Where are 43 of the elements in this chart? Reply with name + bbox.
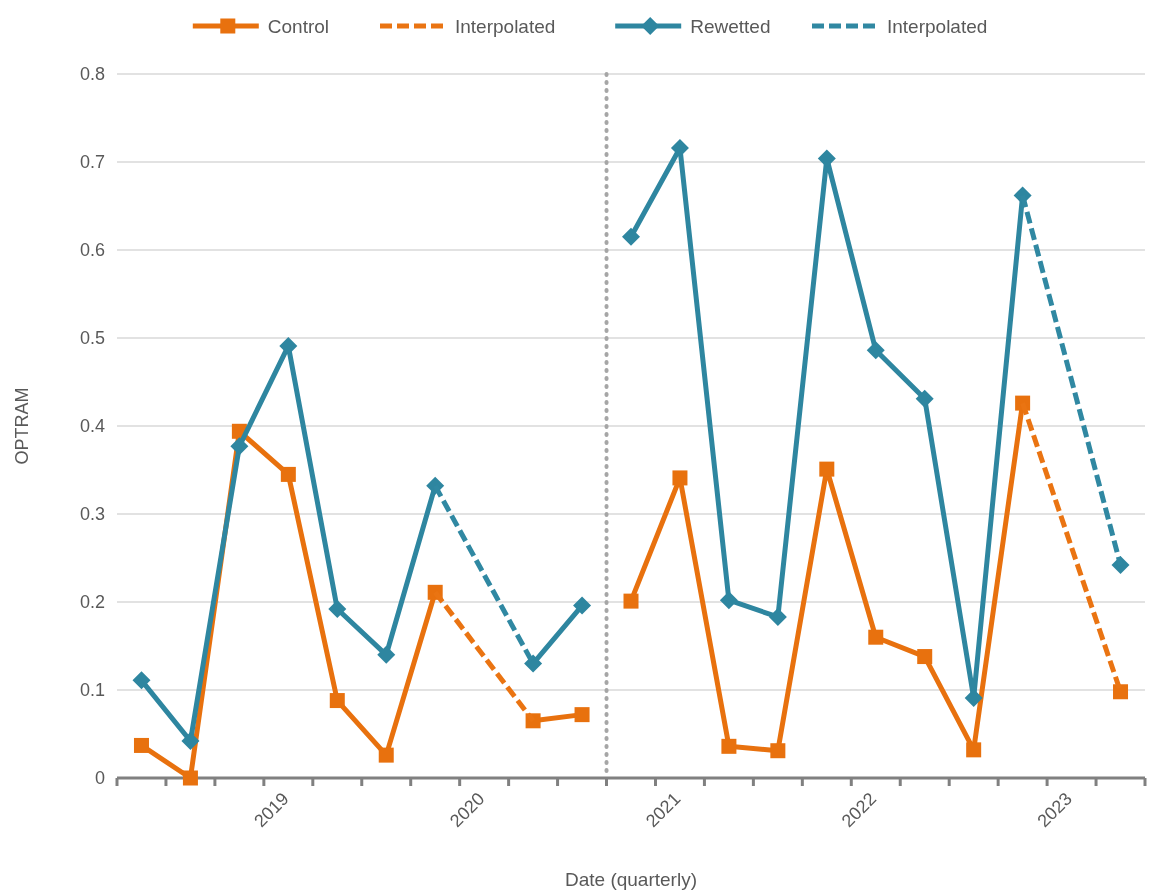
y-tick-label: 0.4	[79, 416, 105, 436]
y-tick-label: 0.6	[79, 240, 105, 260]
y-tick-label: 0.1	[79, 680, 105, 700]
y-tick-label: 0.2	[79, 592, 105, 612]
point	[280, 466, 296, 482]
y-tick-label: 0.8	[79, 64, 105, 84]
point	[868, 629, 884, 645]
y-axis-title: OPTRAM	[12, 387, 32, 465]
point	[721, 738, 737, 754]
point	[378, 747, 394, 763]
point	[573, 596, 592, 615]
point	[181, 732, 200, 751]
point	[917, 649, 933, 665]
point	[819, 461, 835, 477]
point	[230, 437, 249, 456]
point	[132, 671, 151, 690]
legend-label: Rewetted	[690, 16, 771, 37]
x-axis-title: Date (quarterly)	[565, 869, 697, 890]
y-tick-label: 0	[94, 768, 105, 788]
point	[328, 600, 347, 619]
point	[329, 693, 345, 709]
point	[768, 607, 787, 626]
point	[623, 593, 639, 609]
point	[182, 770, 198, 786]
point	[574, 707, 590, 723]
legend-label: Interpolated	[455, 16, 556, 37]
y-tick-label: 0.5	[79, 328, 105, 348]
point	[524, 654, 543, 673]
legend-label: Interpolated	[887, 16, 988, 37]
y-tick-label: 0.3	[79, 504, 105, 524]
point	[915, 389, 934, 408]
point	[279, 336, 298, 355]
point	[770, 743, 786, 759]
point	[1113, 684, 1129, 700]
y-tick-label: 0.7	[79, 152, 105, 172]
point	[672, 470, 688, 486]
point	[133, 737, 149, 753]
point	[966, 742, 982, 758]
point	[719, 591, 738, 610]
point	[377, 645, 396, 664]
legend-label: Control	[267, 16, 330, 37]
point	[866, 341, 885, 360]
point	[622, 227, 640, 246]
